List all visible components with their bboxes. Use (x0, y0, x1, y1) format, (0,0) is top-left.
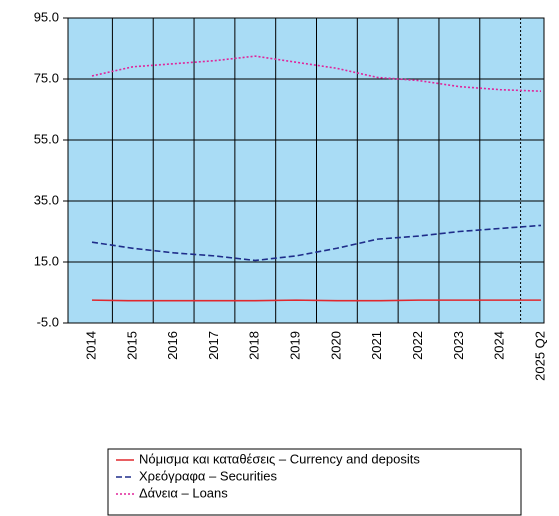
legend-label: Νόμισμα και καταθέσεις – Currency and de… (139, 451, 420, 466)
x-tick-label: 2016 (165, 331, 180, 360)
y-tick-label: 15.0 (34, 253, 59, 268)
legend-label: Δάνεια – Loans (139, 485, 228, 500)
x-tick-label: 2021 (369, 331, 384, 360)
plot-border (67, 17, 545, 324)
x-tick-label: 2024 (492, 331, 507, 360)
x-tick-label: 2017 (206, 331, 221, 360)
x-tick-label: 2022 (410, 331, 425, 360)
y-tick-label: 95.0 (34, 9, 59, 24)
x-tick-label: 2018 (247, 331, 262, 360)
y-tick-label: 75.0 (34, 70, 59, 85)
x-tick-label: 2025 Q2 (532, 331, 547, 381)
y-tick-label: 55.0 (34, 131, 59, 146)
plot-background (68, 18, 544, 323)
legend-box (107, 448, 522, 516)
x-tick-label: 2020 (328, 331, 343, 360)
x-tick-label: 2019 (288, 331, 303, 360)
series-line (91, 299, 541, 302)
x-tick-label: 2015 (124, 331, 139, 360)
y-tick-label: -5.0 (37, 314, 59, 329)
x-tick-label: 2023 (451, 331, 466, 360)
series-line (91, 224, 542, 262)
legend-label: Χρεόγραφα – Securities (139, 468, 277, 483)
y-tick-label: 35.0 (34, 192, 59, 207)
x-tick-label: 2014 (83, 331, 98, 360)
